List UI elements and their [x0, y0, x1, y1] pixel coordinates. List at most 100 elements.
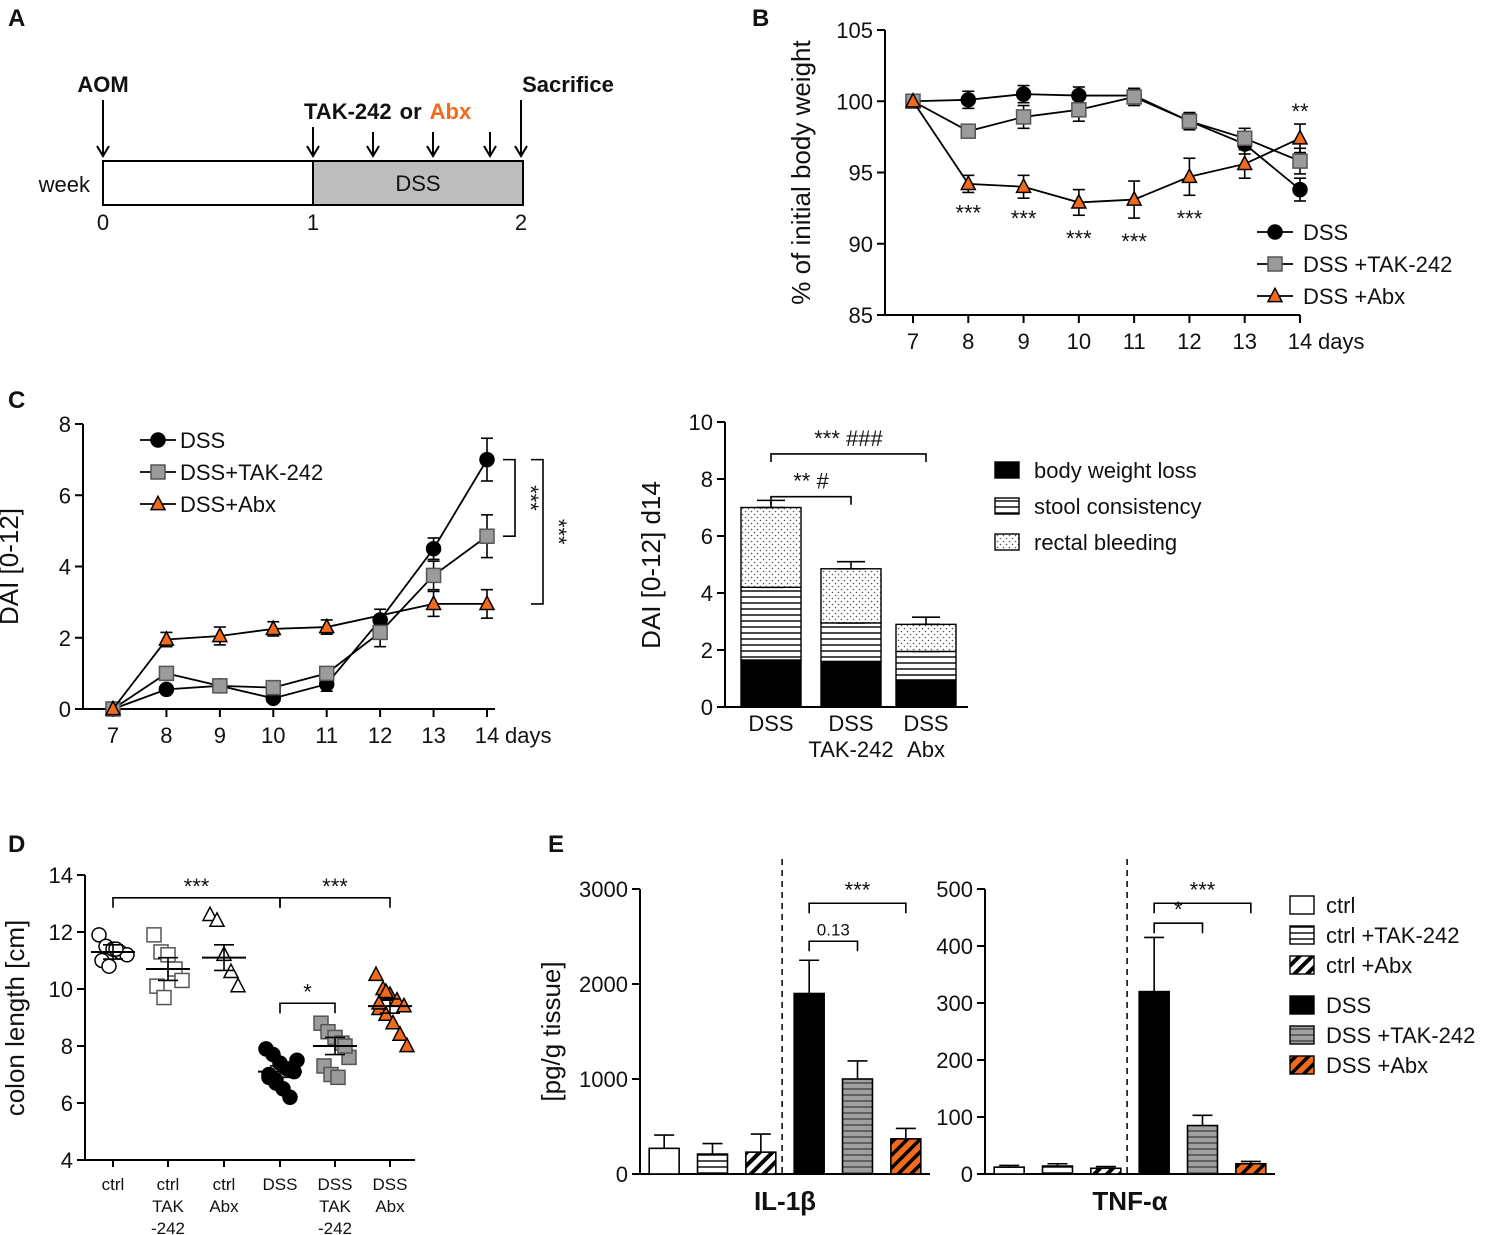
x-category-label: -242: [318, 1219, 352, 1235]
legend-marker: [150, 432, 166, 448]
legend-marker: [1266, 286, 1284, 303]
x-category-label: Abx: [907, 737, 945, 762]
y-tick-label: 8: [59, 412, 71, 437]
series-line-0: [912, 93, 1301, 191]
panel-letter-b: B: [752, 5, 769, 32]
panel-e-il1b: 0 1000 2000 3000 [pg/g tissue] 0.13 *** IL-1β: [536, 859, 930, 1216]
x-tick-label: 13: [1232, 329, 1256, 354]
stacked-bar-segment: [820, 622, 882, 663]
legend-label: rectal bleeding: [1034, 530, 1177, 555]
data-point: [367, 965, 385, 982]
legend-marker: [1267, 224, 1283, 240]
data-point: [268, 1072, 284, 1088]
bar-5: [890, 1138, 922, 1175]
x-unit-label: days: [505, 723, 551, 748]
y-tick-label: 10: [689, 410, 713, 435]
data-point: [318, 665, 335, 682]
legend-label: DSS: [1303, 220, 1348, 245]
y-tick-label: 500: [936, 877, 973, 902]
legend-swatch: [994, 461, 1020, 479]
data-point: [1015, 177, 1032, 194]
data-point: [318, 617, 335, 634]
legend-label: ctrl: [1326, 893, 1355, 918]
timeline-dss-box: [312, 160, 524, 206]
y-tick-label: 105: [836, 18, 873, 43]
bar-0: [993, 1166, 1025, 1175]
y-tick-label: 6: [61, 1091, 73, 1116]
comparison-bracket: [770, 453, 927, 462]
x-category-label: ctrl: [102, 1175, 125, 1194]
significance-label: ***: [1011, 206, 1037, 231]
data-point: [384, 1013, 402, 1030]
y-tick-label: 85: [849, 303, 873, 328]
y-axis-title: DAI [0-12]: [0, 508, 24, 625]
panel-e-legend: ctrl ctrl +TAK-242 ctrl +Abx DSS DSS +TAK-24…: [1289, 893, 1475, 1078]
comparison-bracket: [279, 1002, 336, 1014]
legend-swatch: [1289, 995, 1315, 1015]
bar-2: [1090, 1167, 1122, 1175]
stacked-bar-segment: [740, 659, 802, 708]
y-tick-label: 10: [49, 977, 73, 1002]
treatment-arrow-3-head: [426, 145, 440, 158]
aom-arrow-head: [96, 145, 110, 158]
chart-title: IL-1β: [754, 1186, 816, 1216]
x-category-label: Abx: [209, 1197, 239, 1216]
significance-label: ***: [1177, 206, 1203, 231]
bar-2: [745, 1151, 777, 1175]
significance-label: **: [1291, 99, 1309, 124]
data-point: [201, 905, 219, 922]
legend-label: DSS +TAK-242: [1303, 252, 1452, 277]
data-point: [158, 681, 175, 698]
data-point: [229, 976, 247, 993]
legend-swatch: [1289, 925, 1315, 945]
y-tick-label: 8: [61, 1034, 73, 1059]
sig-bracket-tak: [503, 458, 516, 538]
data-point: [101, 958, 117, 974]
x-category-label: DSS: [373, 1175, 408, 1194]
legend-label: ctrl +TAK-242: [1326, 923, 1459, 948]
stacked-bar-segment: [740, 586, 802, 661]
legend-swatch: [1289, 1055, 1315, 1075]
comparison-label: 0.13: [817, 920, 850, 939]
y-tick-label: 6: [59, 483, 71, 508]
data-point: [1291, 128, 1309, 145]
data-point: [425, 567, 442, 584]
data-point: [1236, 130, 1253, 147]
data-point: [395, 996, 413, 1013]
data-point: [372, 624, 388, 641]
y-tick-label: 2000: [579, 972, 628, 997]
comparison-label: ***: [184, 874, 210, 899]
x-category-label: DSS: [263, 1175, 298, 1194]
data-point: [146, 927, 162, 943]
tak242-text: TAK-242: [304, 99, 392, 124]
timeline-tick-1: 1: [307, 210, 319, 235]
stacked-bar-segment: [820, 568, 882, 624]
sig-label-abx: ***: [546, 519, 571, 545]
bar-0: [648, 1147, 680, 1175]
data-point: [212, 678, 228, 694]
x-tick-label: 14: [1288, 329, 1312, 354]
x-tick-label: 10: [1067, 329, 1091, 354]
treatment-arrow-2-head: [366, 145, 380, 158]
sacrifice-arrow-head: [514, 145, 528, 158]
data-point: [1015, 86, 1032, 102]
comparison-label: *** ###: [814, 426, 883, 451]
data-point: [960, 92, 977, 108]
x-category-label: TAK-242: [808, 737, 893, 762]
data-point: [398, 1036, 416, 1053]
bar-4: [1186, 1124, 1219, 1175]
x-category-label: DSS: [318, 1175, 353, 1194]
y-tick-label: 400: [936, 934, 973, 959]
bar-4: [841, 1078, 874, 1175]
comparison-label: ***: [1190, 877, 1216, 902]
y-tick-label: 4: [61, 1148, 73, 1173]
panel-b-body-weight: 85 90 95 100 105 7 8 9 10 11 12 13 14 days % of initia…: [786, 18, 1452, 354]
x-tick-label: 10: [261, 723, 285, 748]
x-tick-label: 13: [421, 723, 445, 748]
data-point: [478, 594, 496, 611]
legend-label: ctrl +Abx: [1326, 953, 1412, 978]
x-tick-label: 9: [1017, 329, 1029, 354]
timeline-tick-2: 2: [515, 210, 527, 235]
x-tick-label: 14: [475, 723, 499, 748]
